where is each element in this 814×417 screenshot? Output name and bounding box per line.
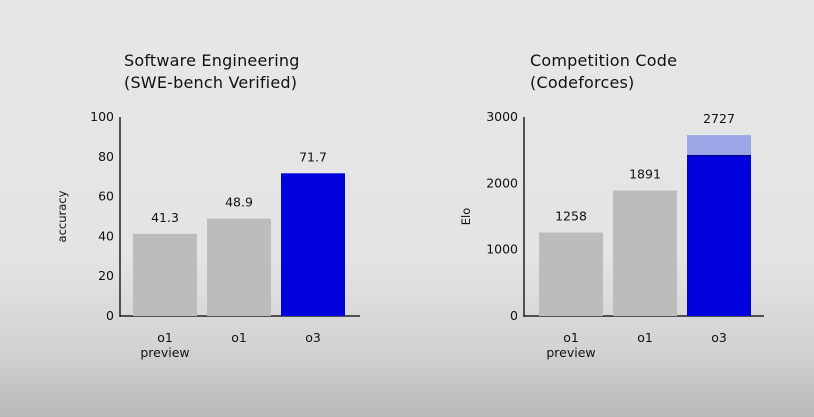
swe-value-label-1: 48.9: [225, 195, 253, 210]
codeforces-y-tick-label: 0: [510, 308, 518, 323]
codeforces-value-label-0: 1258: [555, 209, 587, 224]
codeforces-category-label-0: o1: [563, 330, 579, 345]
swe-title-line2: (SWE-bench Verified): [124, 73, 298, 92]
codeforces-y-tick-label: 3000: [486, 109, 518, 124]
swe-y-tick-label: 80: [98, 149, 114, 164]
codeforces-category-sublabel-0: preview: [546, 345, 595, 360]
swe-y-axis-label: accuracy: [55, 190, 69, 242]
swe-bar-2: [281, 173, 345, 316]
codeforces-title-line2: (Codeforces): [530, 73, 635, 92]
swe-category-sublabel-0: preview: [140, 345, 189, 360]
codeforces-bar-0: [539, 232, 603, 316]
swe-category-label-0: o1: [157, 330, 173, 345]
codeforces-title-line1: Competition Code: [530, 51, 678, 70]
swe-y-tick-label: 60: [98, 189, 114, 204]
swe-value-label-2: 71.7: [299, 149, 327, 164]
swe-y-tick-label: 100: [90, 109, 114, 124]
swe-category-label-2: o3: [305, 330, 321, 345]
codeforces-chart-title: Competition Code (Codeforces): [530, 50, 677, 94]
codeforces-y-tick-label: 1000: [486, 242, 518, 257]
codeforces-y-tick-label: 2000: [486, 175, 518, 190]
swe-y-tick-label: 20: [98, 268, 114, 283]
swe-y-tick-label: 40: [98, 228, 114, 243]
swe-bar-1: [207, 218, 271, 316]
swe-title-line1: Software Engineering: [124, 51, 300, 70]
codeforces-category-label-2: o3: [711, 330, 727, 345]
swe-bar-0: [133, 233, 197, 316]
codeforces-bar-o3: [687, 155, 751, 316]
swe-y-tick-label: 0: [106, 308, 114, 323]
codeforces-value-label-2: 2727: [703, 111, 735, 126]
swe-value-label-0: 41.3: [151, 210, 179, 225]
codeforces-bar-o3-extension: [687, 135, 751, 156]
swe-category-label-1: o1: [231, 330, 247, 345]
codeforces-category-label-1: o1: [637, 330, 653, 345]
swe-chart-title: Software Engineering (SWE-bench Verified…: [124, 50, 300, 94]
codeforces-y-axis-label: Elo: [459, 208, 473, 226]
codeforces-bar-1: [613, 190, 677, 316]
codeforces-value-label-1: 1891: [629, 167, 661, 182]
